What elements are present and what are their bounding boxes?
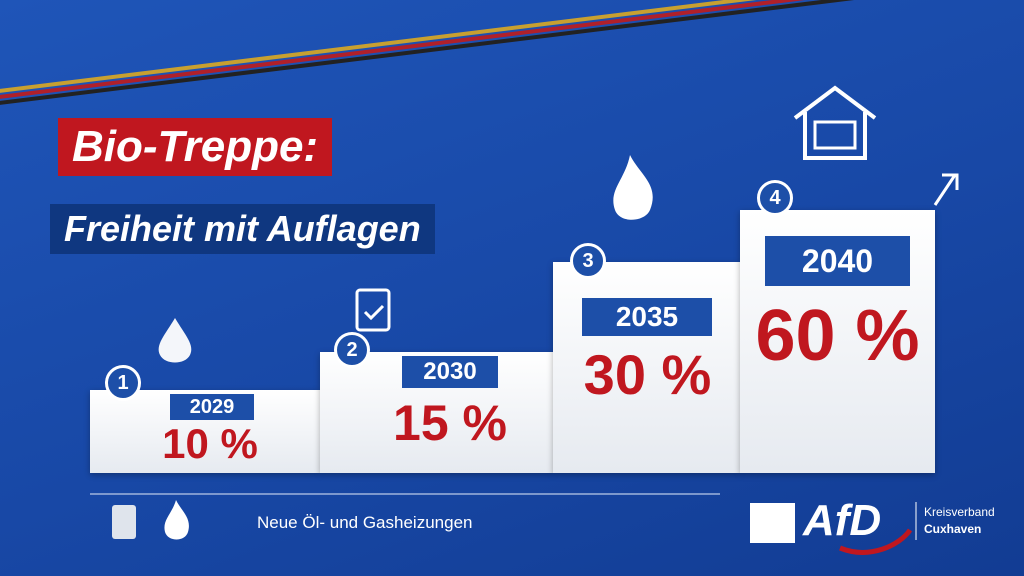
year: 2029	[170, 394, 254, 420]
footer-caption: Neue Öl- und Gasheizungen	[257, 513, 473, 532]
step-number: 1	[105, 365, 141, 401]
step-number: 2	[334, 332, 370, 368]
logo-swoosh	[839, 528, 913, 555]
share: 60 %	[755, 296, 920, 376]
year: 2040	[765, 236, 910, 286]
horse-emblem	[750, 503, 795, 543]
step-number: 3	[570, 243, 606, 279]
step	[553, 262, 740, 473]
share: 10 %	[162, 420, 258, 467]
radiator-icon	[813, 120, 857, 150]
year: 2035	[582, 298, 712, 336]
barrel-icon	[112, 505, 136, 539]
share: 30 %	[583, 343, 712, 406]
year: 2030	[402, 356, 498, 388]
org-line-1: Kreisverband	[924, 505, 995, 519]
flame-icon	[613, 155, 653, 220]
title-line-1: Bio-Treppe:	[58, 118, 333, 176]
logo-text: AfD	[803, 496, 882, 545]
share: 15 %	[393, 395, 507, 451]
step-number: 4	[757, 180, 793, 216]
flame-icon	[164, 500, 189, 540]
drop-icon	[158, 318, 192, 363]
title-line-2: Freiheit mit Auflagen	[50, 204, 435, 254]
check-icon	[363, 304, 385, 321]
clipboard-icon	[355, 288, 391, 332]
arrow-icon	[933, 173, 959, 206]
org-line-2: Cuxhaven	[924, 522, 982, 536]
house-icon	[793, 85, 877, 160]
